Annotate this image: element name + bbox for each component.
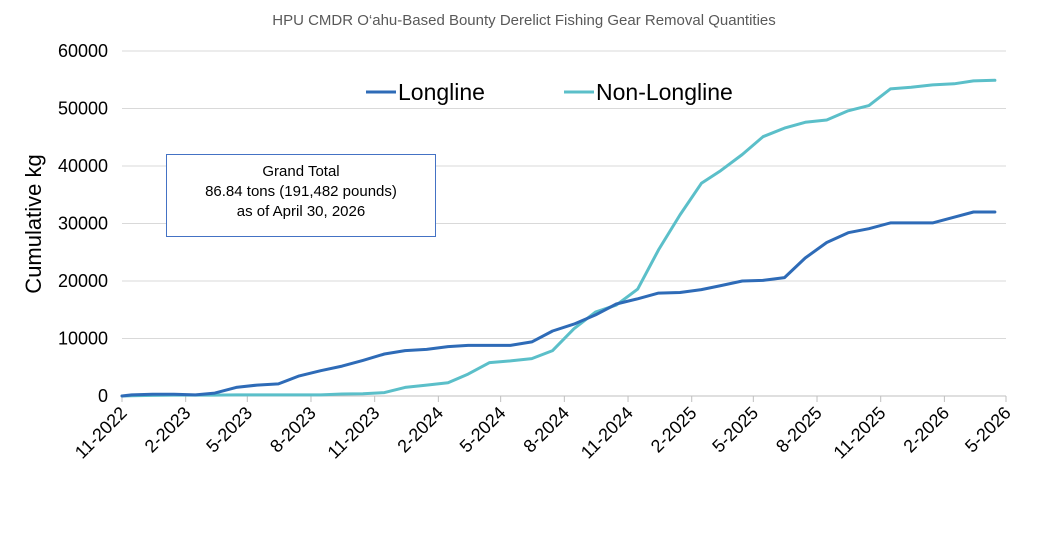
series-lines <box>120 78 997 398</box>
x-tick-label: 8-2023 <box>266 403 320 457</box>
legend-label-longline: Longline <box>398 79 485 105</box>
chart-title: HPU CMDR O‘ahu-Based Bounty Derelict Fis… <box>272 12 776 29</box>
x-tick-label: 11-2023 <box>324 403 384 463</box>
y-tick-label: 60000 <box>58 41 108 61</box>
x-tick-label: 2-2025 <box>647 403 701 457</box>
grand-total-annotation: Grand Total 86.84 tons (191,482 pounds) … <box>166 154 436 237</box>
x-tick-label: 2-2026 <box>899 403 953 457</box>
x-tick-label: 8-2024 <box>519 403 573 457</box>
x-tick-label: 11-2025 <box>830 403 890 463</box>
x-tick-label: 2-2024 <box>393 403 447 457</box>
y-axis-title: Cumulative kg <box>21 154 46 293</box>
x-tick-label: 5-2023 <box>202 403 256 457</box>
legend: Longline Non-Longline <box>366 79 733 105</box>
x-tick-label: 5-2025 <box>708 403 762 457</box>
x-tick-label: 11-2024 <box>577 403 637 463</box>
x-tick-label: 2-2023 <box>141 403 195 457</box>
series-line-longline <box>120 210 997 398</box>
x-tick-label: 5-2024 <box>456 403 510 457</box>
x-tick-label: 8-2025 <box>772 403 826 457</box>
axes <box>121 395 1007 402</box>
x-tick-label: 5-2026 <box>961 403 1015 457</box>
series-line-non-longline <box>120 78 997 398</box>
y-tick-label: 20000 <box>58 271 108 291</box>
y-tick-label: 30000 <box>58 214 108 234</box>
legend-label-non-longline: Non-Longline <box>596 79 733 105</box>
y-tick-label: 10000 <box>58 329 108 349</box>
y-tick-label: 40000 <box>58 156 108 176</box>
y-tick-label: 50000 <box>58 99 108 119</box>
y-tick-label: 0 <box>98 386 108 406</box>
annotation-line-2: 86.84 tons (191,482 pounds) <box>205 183 397 200</box>
y-tick-labels: 0 10000 20000 30000 40000 50000 60000 <box>58 41 108 406</box>
x-tick-labels: 11-2022 2-2023 5-2023 8-2023 11-2023 2-2024 5-… <box>71 403 1015 463</box>
annotation-line-1: Grand Total <box>262 163 340 180</box>
annotation-line-3: as of April 30, 2026 <box>236 203 366 220</box>
x-tick-label: 11-2022 <box>71 403 131 463</box>
